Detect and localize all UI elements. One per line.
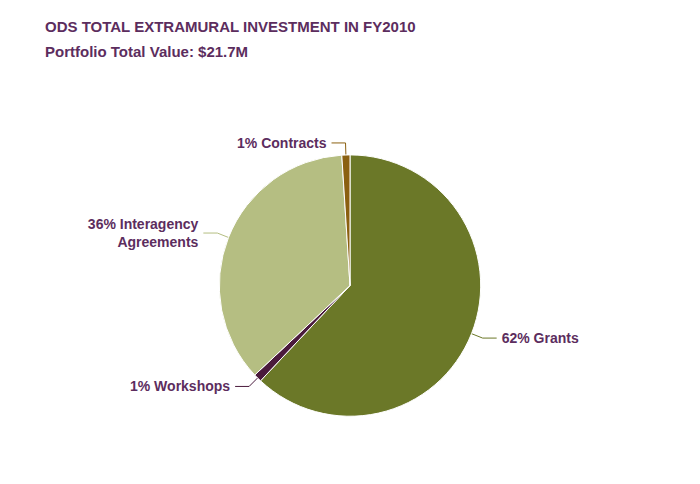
svg-text:1% Contracts: 1% Contracts <box>237 135 327 151</box>
svg-text:1% Workshops: 1% Workshops <box>130 378 230 394</box>
svg-text:62% Grants: 62% Grants <box>502 330 579 346</box>
svg-text:36% Interagency: 36% Interagency <box>88 216 199 232</box>
svg-text:Agreements: Agreements <box>117 234 198 250</box>
svg-text:Portfolio Total Value: $21.7M: Portfolio Total Value: $21.7M <box>45 43 248 60</box>
svg-text:ODS TOTAL EXTRAMURAL INVESTMEN: ODS TOTAL EXTRAMURAL INVESTMENT IN FY201… <box>45 18 416 35</box>
